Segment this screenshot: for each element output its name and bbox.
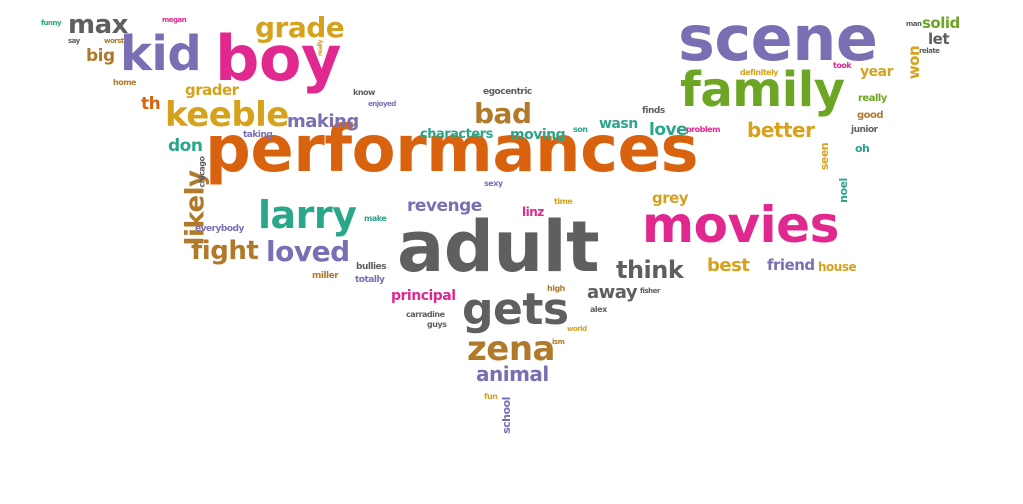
- word-15: fight: [191, 236, 259, 266]
- word-8: larry: [258, 193, 357, 237]
- word-60: problem: [686, 125, 720, 134]
- word-26: grey: [652, 189, 689, 207]
- word-49: bullies: [356, 262, 387, 272]
- word-71: ism: [552, 338, 565, 346]
- word-78: say: [68, 37, 80, 45]
- word-38: characters: [420, 127, 493, 142]
- word-56: sexy: [484, 179, 503, 188]
- word-43: really: [858, 93, 887, 104]
- word-59: finds: [642, 106, 665, 116]
- word-4: boy: [215, 22, 341, 95]
- word-7: gets: [462, 284, 569, 335]
- word-51: miller: [312, 271, 339, 281]
- word-52: everybody: [195, 224, 244, 234]
- word-79: worst: [104, 37, 124, 45]
- word-45: oh: [855, 142, 870, 155]
- word-2: scene: [678, 2, 878, 75]
- word-61: definitely: [740, 68, 779, 77]
- word-22: away: [587, 282, 638, 303]
- word-69: guys: [427, 320, 447, 329]
- word-54: taking: [243, 130, 273, 140]
- word-13: max: [68, 10, 128, 40]
- word-27: principal: [391, 288, 456, 304]
- word-9: keeble: [165, 95, 289, 135]
- word-73: know: [353, 88, 375, 97]
- word-24: love: [649, 120, 688, 140]
- word-39: house: [818, 260, 857, 274]
- word-10: zena: [467, 329, 556, 369]
- word-77: funny: [41, 19, 62, 27]
- word-19: making: [287, 111, 359, 132]
- word-68: carradine: [406, 310, 445, 319]
- word-58: son: [573, 125, 588, 134]
- word-50: totally: [355, 275, 385, 285]
- word-74: enjoyed: [368, 100, 396, 108]
- word-57: time: [554, 197, 573, 206]
- word-35: big: [86, 46, 115, 66]
- word-36: wasn: [599, 116, 638, 132]
- word-75: really: [317, 39, 325, 57]
- word-30: let: [928, 30, 950, 48]
- word-72: fun: [484, 392, 498, 401]
- word-66: alex: [590, 305, 607, 314]
- word-53: chicago: [197, 156, 207, 188]
- word-34: th: [141, 94, 161, 114]
- word-23: best: [707, 255, 750, 276]
- word-55: make: [364, 214, 387, 223]
- word-63: man: [906, 20, 922, 28]
- word-25: friend: [767, 256, 815, 274]
- word-21: revenge: [407, 196, 482, 216]
- word-1: adult: [397, 206, 600, 288]
- word-76: home: [113, 78, 136, 87]
- word-44: good: [857, 110, 884, 121]
- word-70: world: [567, 325, 587, 333]
- word-29: solid: [922, 14, 960, 32]
- word-6: kid: [120, 26, 202, 82]
- word-80: megan: [162, 16, 187, 24]
- word-64: relate: [919, 47, 940, 55]
- word-28: year: [860, 64, 893, 80]
- word-14: loved: [266, 235, 350, 268]
- word-20: better: [747, 118, 815, 142]
- word-65: high: [547, 284, 565, 293]
- word-18: animal: [476, 362, 549, 386]
- word-17: bad: [474, 97, 532, 130]
- word-67: fisher: [640, 287, 660, 295]
- word-40: school: [499, 397, 513, 434]
- word-32: don: [168, 136, 203, 156]
- word-48: egocentric: [483, 87, 532, 97]
- word-11: grade: [255, 11, 345, 44]
- word-5: family: [680, 62, 845, 118]
- word-47: linz: [522, 205, 544, 219]
- word-37: moving: [510, 127, 566, 143]
- word-3: movies: [642, 196, 839, 254]
- word-16: think: [616, 256, 684, 284]
- word-0: performances: [205, 113, 699, 187]
- word-62: took: [833, 61, 852, 70]
- word-33: grader: [185, 81, 239, 99]
- word-41: noel: [836, 178, 850, 203]
- word-42: seen: [818, 142, 832, 171]
- word-46: junior: [851, 125, 878, 135]
